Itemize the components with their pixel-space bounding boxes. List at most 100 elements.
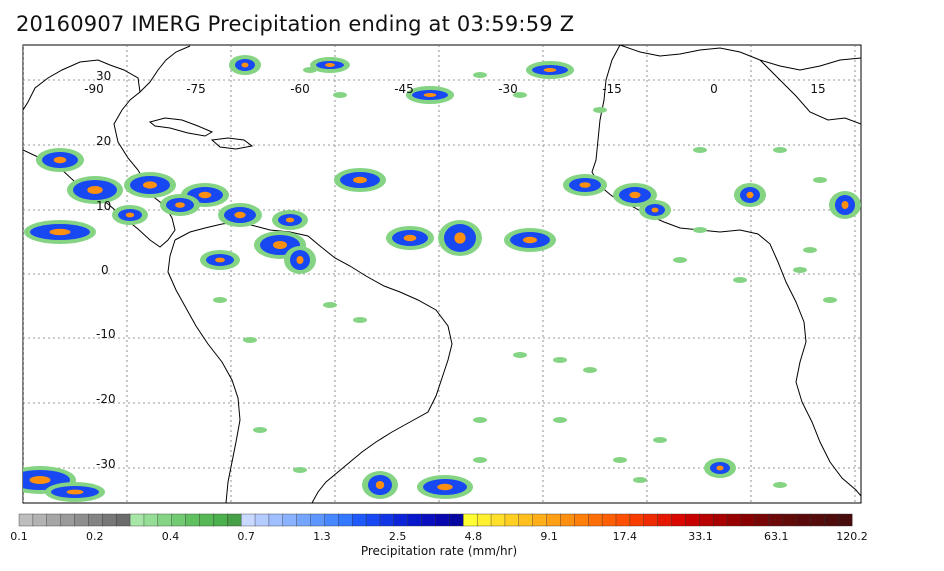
precip-speckle bbox=[733, 277, 747, 283]
colorbar-tick-label: 2.5 bbox=[388, 530, 407, 543]
colorbar-swatch bbox=[365, 513, 381, 527]
lat-label: 10 bbox=[96, 199, 111, 213]
colorbar-tick-label: 33.1 bbox=[688, 530, 713, 543]
colorbar-swatch bbox=[671, 513, 686, 527]
colorbar-swatch bbox=[88, 513, 103, 527]
africa-coast bbox=[591, 45, 861, 497]
lat-label: -20 bbox=[96, 392, 116, 406]
precip-speckle bbox=[823, 297, 837, 303]
precip-heavy bbox=[716, 465, 724, 471]
colorbar-swatch bbox=[338, 513, 353, 527]
colorbar-swatch bbox=[754, 513, 770, 527]
africa-north-east bbox=[619, 45, 861, 71]
precip-heavy bbox=[523, 236, 537, 244]
colorbar-tick-label: 120.2 bbox=[836, 530, 868, 543]
precip-speckle bbox=[513, 92, 527, 98]
precip-speckle bbox=[303, 67, 317, 73]
colorbar-swatch bbox=[254, 513, 270, 527]
lon-label: -60 bbox=[290, 82, 310, 96]
colorbar-swatch bbox=[393, 513, 409, 527]
precip-heavy bbox=[87, 186, 103, 194]
precip-speckle bbox=[513, 352, 527, 358]
colorbar-swatch bbox=[476, 513, 492, 527]
precip-heavy bbox=[437, 483, 453, 491]
cuba bbox=[148, 117, 214, 137]
colorbar-swatch bbox=[601, 513, 617, 527]
colorbar-swatch bbox=[74, 513, 89, 527]
precip-speckle bbox=[213, 297, 227, 303]
colorbar-swatch bbox=[46, 513, 62, 527]
mediterranean-africa bbox=[759, 59, 861, 125]
precip-speckle bbox=[293, 467, 307, 473]
colorbar-tick-label: 17.4 bbox=[612, 530, 638, 543]
precip-speckle bbox=[653, 437, 667, 443]
precip-heavy bbox=[143, 181, 157, 189]
colorbar-swatch bbox=[32, 513, 48, 527]
colorbar-title: Precipitation rate (mm/hr) bbox=[360, 544, 518, 558]
lat-label: -30 bbox=[96, 457, 116, 471]
south-america-coast bbox=[174, 221, 453, 503]
colorbar-tick-label: 0.2 bbox=[85, 530, 104, 543]
coastlines bbox=[23, 45, 861, 503]
precip-heavy bbox=[125, 212, 135, 218]
colorbar-swatch bbox=[824, 513, 839, 527]
colorbar-swatch bbox=[768, 513, 784, 527]
lon-label: -30 bbox=[498, 82, 518, 96]
colorbar-swatch bbox=[379, 513, 395, 527]
colorbar-swatch bbox=[407, 513, 423, 527]
precip-speckle bbox=[633, 477, 647, 483]
precip-speckle bbox=[773, 147, 787, 153]
colorbar-swatch bbox=[782, 513, 797, 527]
precip-speckle bbox=[773, 482, 787, 488]
colorbar-swatch bbox=[171, 513, 187, 527]
precip-heavy bbox=[29, 476, 51, 484]
hispaniola bbox=[210, 137, 254, 150]
colorbar-tick-label: 9.1 bbox=[540, 530, 558, 543]
colorbar-swatch bbox=[699, 513, 714, 527]
precip-heavy bbox=[285, 217, 295, 223]
colorbar-tick-label: 63.1 bbox=[764, 530, 789, 543]
colorbar-swatch bbox=[643, 513, 659, 527]
north-america-coast bbox=[23, 59, 176, 248]
precip-speckle bbox=[583, 367, 597, 373]
colorbar-swatch bbox=[115, 513, 131, 527]
colorbar-tick-label: 4.8 bbox=[464, 530, 483, 543]
colorbar-tick-label: 1.3 bbox=[313, 530, 331, 543]
precip-speckle bbox=[693, 147, 707, 153]
precip-speckle bbox=[253, 427, 267, 433]
colorbar-swatch bbox=[310, 513, 325, 527]
south-america-west bbox=[167, 239, 241, 503]
colorbar-swatch bbox=[143, 513, 159, 527]
precip-speckle bbox=[813, 177, 827, 183]
precip-heavy bbox=[841, 201, 849, 209]
colorbar-swatch bbox=[324, 513, 339, 527]
precip-heavy bbox=[66, 489, 84, 495]
colorbar-swatch bbox=[421, 513, 436, 527]
map-frame bbox=[22, 44, 862, 504]
precip-speckle bbox=[673, 257, 687, 263]
precip-speckle bbox=[243, 337, 257, 343]
precip-heavy bbox=[579, 182, 591, 188]
colorbar-swatch bbox=[60, 513, 76, 527]
colorbar-swatch bbox=[227, 513, 242, 527]
precip-speckle bbox=[353, 317, 367, 323]
longitude-labels: -90 -75 -60 -45 -30 -15 0 15 bbox=[84, 82, 825, 96]
precip-speckle bbox=[693, 227, 707, 233]
colorbar bbox=[18, 513, 853, 527]
colorbar-swatch bbox=[810, 513, 825, 527]
precip-speckle bbox=[593, 107, 607, 113]
colorbar-tick-label: 0.1 bbox=[10, 530, 28, 543]
precip-heavy bbox=[215, 257, 225, 263]
precip-speckle bbox=[553, 357, 567, 363]
latitude-labels: 30 20 10 0 -10 -20 -30 bbox=[96, 69, 116, 471]
colorbar-swatch bbox=[102, 513, 117, 527]
colorbar-swatch bbox=[518, 513, 534, 527]
colorbar-swatch bbox=[352, 513, 367, 527]
lat-label: -10 bbox=[96, 327, 116, 341]
colorbar-swatch bbox=[213, 513, 228, 527]
precip-heavy bbox=[325, 63, 335, 67]
colorbar-swatch bbox=[185, 513, 200, 527]
precip-heavy bbox=[296, 256, 304, 264]
colorbar-swatch bbox=[532, 513, 548, 527]
precip-heavy bbox=[353, 176, 367, 184]
